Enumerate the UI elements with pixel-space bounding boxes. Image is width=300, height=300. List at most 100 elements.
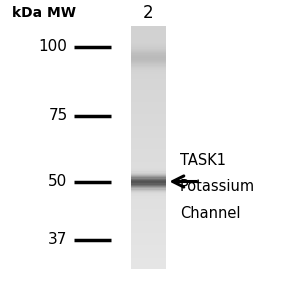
Bar <box>131 152 166 153</box>
Bar <box>131 102 166 104</box>
Bar <box>131 118 166 119</box>
Bar <box>131 262 166 264</box>
Bar <box>131 239 166 241</box>
Bar <box>131 140 166 141</box>
Bar <box>131 235 166 236</box>
Bar <box>131 56 166 57</box>
Bar <box>131 78 166 79</box>
Bar <box>131 143 166 145</box>
Bar <box>131 70 166 72</box>
Bar <box>131 122 166 123</box>
Bar <box>131 139 166 140</box>
Bar <box>131 191 166 192</box>
Bar <box>131 59 166 61</box>
Bar <box>131 30 166 32</box>
Bar <box>131 114 166 116</box>
Bar <box>131 176 166 178</box>
Bar <box>131 108 166 110</box>
Bar <box>131 202 166 203</box>
Bar <box>131 81 166 83</box>
Bar <box>131 230 166 231</box>
Bar <box>131 88 166 89</box>
Bar <box>131 135 166 136</box>
Bar <box>131 92 166 94</box>
Bar <box>131 175 166 176</box>
Bar <box>131 119 166 121</box>
Bar <box>131 100 166 101</box>
Bar <box>131 168 166 169</box>
Bar <box>131 124 166 125</box>
Bar <box>131 159 166 161</box>
Bar <box>131 41 166 43</box>
Bar <box>131 74 166 76</box>
Bar <box>131 46 166 48</box>
Bar <box>131 94 166 95</box>
Bar <box>131 79 166 80</box>
Bar <box>131 33 166 34</box>
Bar <box>131 225 166 226</box>
Bar <box>131 185 166 186</box>
Bar <box>131 241 166 242</box>
Bar <box>131 40 166 42</box>
Bar <box>131 227 166 229</box>
Bar <box>131 147 166 148</box>
Bar <box>131 68 166 70</box>
Bar <box>131 97 166 99</box>
Bar <box>131 264 166 265</box>
Bar <box>131 44 166 45</box>
Bar <box>131 52 166 54</box>
Text: 100: 100 <box>39 39 68 54</box>
Bar <box>131 101 166 102</box>
Bar <box>131 209 166 211</box>
Bar <box>131 50 166 51</box>
Bar <box>131 76 166 78</box>
Bar <box>131 192 166 194</box>
Bar <box>131 198 166 200</box>
Text: 37: 37 <box>48 232 68 247</box>
Bar <box>131 214 166 215</box>
Bar <box>131 171 166 173</box>
Bar <box>131 213 166 214</box>
Bar <box>131 184 166 185</box>
Bar <box>131 193 166 195</box>
Bar <box>131 53 166 55</box>
Bar <box>131 73 166 74</box>
Bar <box>131 228 166 230</box>
Bar <box>131 72 166 73</box>
Bar <box>131 188 166 190</box>
Text: 2: 2 <box>143 4 154 22</box>
Bar <box>131 244 166 246</box>
Bar <box>131 212 166 213</box>
Bar <box>131 265 166 266</box>
Bar <box>131 224 166 225</box>
Bar <box>131 45 166 46</box>
Bar <box>131 167 166 168</box>
Bar <box>131 145 166 146</box>
Bar <box>131 216 166 218</box>
Bar <box>131 172 166 174</box>
Bar <box>131 245 166 247</box>
Bar <box>131 248 166 249</box>
Bar <box>131 136 166 138</box>
Bar <box>131 38 166 39</box>
Bar <box>131 247 166 248</box>
Bar <box>131 182 166 184</box>
Bar <box>131 58 166 60</box>
Bar <box>131 221 166 223</box>
Bar <box>131 64 166 66</box>
Bar <box>131 236 166 237</box>
Bar <box>131 197 166 198</box>
Bar <box>131 98 166 100</box>
Bar <box>131 104 166 106</box>
Bar <box>131 222 166 224</box>
Bar <box>131 231 166 232</box>
Bar <box>131 132 166 134</box>
Bar <box>131 208 166 209</box>
Bar <box>131 153 166 154</box>
Bar <box>131 116 166 117</box>
Bar <box>131 67 166 68</box>
Bar <box>131 199 166 201</box>
Bar <box>131 129 166 130</box>
Text: 50: 50 <box>48 174 68 189</box>
Bar <box>131 232 166 234</box>
